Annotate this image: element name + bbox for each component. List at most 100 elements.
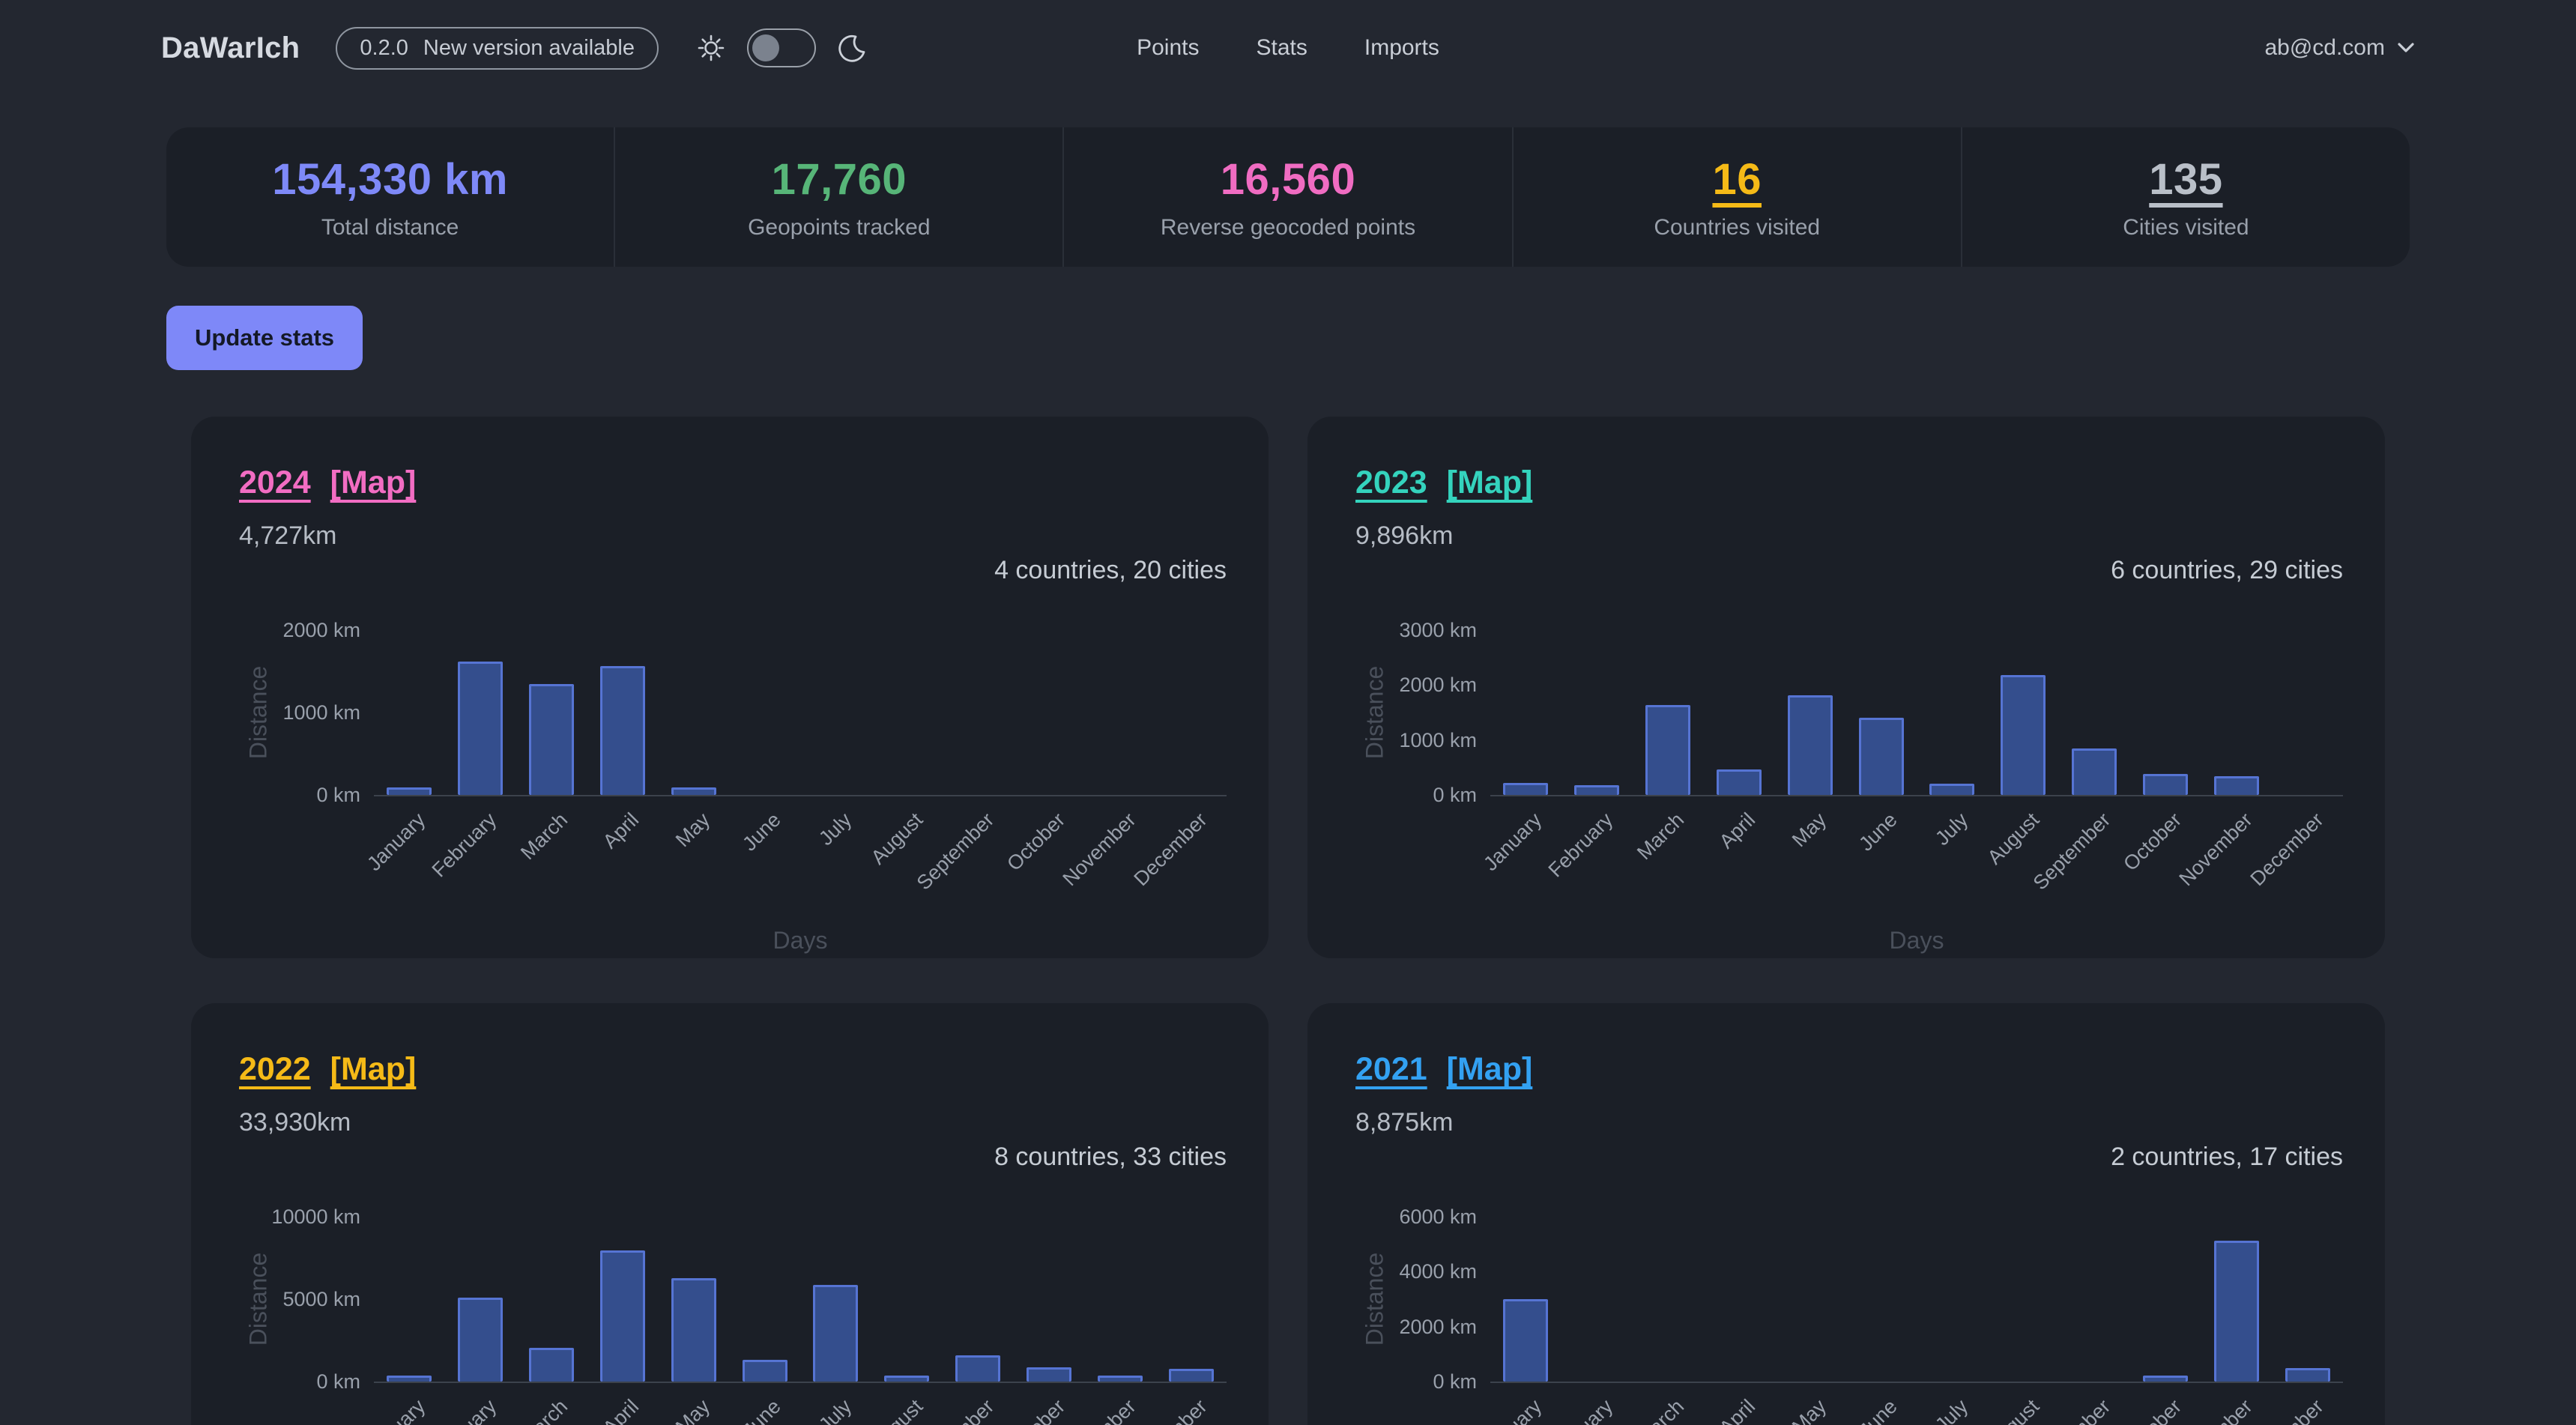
x-tick-label-february: February: [428, 1395, 501, 1425]
update-stats-button[interactable]: Update stats: [166, 306, 363, 370]
bar-march: [1645, 705, 1691, 795]
stat-total-distance-label: Total distance: [321, 214, 459, 240]
stat-cities-visited-link[interactable]: 135: [2149, 154, 2223, 204]
y-tick-label: 0 km: [1433, 784, 1477, 806]
y-tick-label: 4000 km: [1399, 1260, 1477, 1283]
stat-countries-visited-label: Countries visited: [1654, 214, 1821, 240]
x-tick-label-april: April: [1714, 808, 1760, 853]
stat-geopoints-label: Geopoints tracked: [748, 214, 931, 240]
nav-imports[interactable]: Imports: [1364, 35, 1439, 60]
bar-november: [1097, 1376, 1143, 1382]
year-link-2024[interactable]: 2024: [239, 465, 311, 500]
x-tick-label-march: March: [1633, 1395, 1689, 1425]
stat-cities-visited: 135 Cities visited: [1960, 127, 2410, 267]
x-tick-label-july: July: [1931, 1395, 1973, 1425]
version-message: New version available: [423, 35, 635, 60]
stats-panel: 154,330 km Total distance 17,760 Geopoin…: [166, 127, 2410, 267]
main-nav: Points Stats Imports: [1137, 35, 1439, 61]
bar-november: [2213, 776, 2259, 795]
y-tick-label: 2000 km: [1399, 1315, 1477, 1338]
x-tick-label-march: March: [516, 808, 572, 865]
x-tick-label-july: July: [814, 808, 856, 850]
x-tick-label-february: February: [1544, 808, 1618, 882]
x-tick-label-march: March: [1633, 808, 1689, 865]
nav-stats[interactable]: Stats: [1256, 35, 1307, 60]
y-tick-label: 10000 km: [271, 1205, 360, 1228]
y-tick-label: 0 km: [1433, 1370, 1477, 1393]
x-tick-label-january: January: [1479, 1395, 1546, 1425]
year-card-2022: 2022 [Map] 33,930km 8 countries, 33 citi…: [191, 1003, 1269, 1425]
x-tick-label-march: March: [516, 1395, 572, 1425]
bar-april: [1716, 769, 1762, 795]
x-tick-label-april: April: [598, 1395, 644, 1425]
x-tick-label-october: October: [2119, 1395, 2186, 1425]
version-badge[interactable]: 0.2.0 New version available: [336, 26, 659, 70]
bar-may: [671, 1278, 716, 1382]
y-tick-label: 2000 km: [1399, 674, 1477, 697]
sun-icon: [698, 34, 725, 61]
x-tick-label-december: December: [1129, 808, 1212, 891]
x-tick-label-july: July: [814, 1395, 856, 1425]
version-number: 0.2.0: [360, 35, 408, 60]
bar-december: [2285, 1368, 2330, 1382]
bar-october: [2142, 774, 2188, 795]
x-tick-label-april: April: [598, 808, 644, 853]
x-tick-label-july: July: [1931, 808, 1973, 850]
map-link-2022[interactable]: [Map]: [330, 1051, 417, 1087]
year-link-2023[interactable]: 2023: [1355, 465, 1427, 500]
x-tick-label-october: October: [1003, 808, 1070, 876]
bar-march: [529, 1348, 575, 1382]
y-tick-label: 1000 km: [282, 701, 360, 724]
x-tick-label-august: August: [867, 1395, 928, 1425]
bar-may: [1787, 695, 1833, 795]
x-tick-label-may: May: [671, 1395, 714, 1425]
year-summary: 6 countries, 29 cities: [2111, 556, 2343, 584]
bar-august: [2001, 675, 2046, 795]
x-tick-label-april: April: [1714, 1395, 1760, 1425]
year-link-2021[interactable]: 2021: [1355, 1051, 1427, 1087]
app-logo[interactable]: DaWarIch: [161, 31, 300, 64]
year-summary: 2 countries, 17 cities: [2111, 1143, 2343, 1171]
bar-january: [387, 1376, 432, 1382]
x-tick-label-september: September: [2028, 808, 2115, 895]
x-tick-label-may: May: [1787, 1395, 1830, 1425]
stat-countries-visited-link[interactable]: 16: [1712, 154, 1762, 204]
account-email: ab@cd.com: [2264, 35, 2385, 60]
bar-april: [599, 666, 645, 795]
x-tick-label-november: November: [2175, 1395, 2257, 1425]
bar-may: [671, 787, 716, 795]
bar-february: [458, 1297, 504, 1382]
y-tick-label: 6000 km: [1399, 1205, 1477, 1228]
year-link-2022[interactable]: 2022: [239, 1051, 311, 1087]
x-tick-label-august: August: [1983, 808, 2044, 869]
map-link-2024[interactable]: [Map]: [330, 465, 417, 500]
bar-october: [2142, 1375, 2188, 1382]
y-tick-label: 0 km: [316, 1370, 360, 1393]
stat-total-distance-value: 154,330 km: [272, 154, 508, 204]
nav-points[interactable]: Points: [1137, 35, 1200, 60]
year-distance: 9,896km: [1355, 521, 1454, 550]
stat-total-distance: 154,330 km Total distance: [166, 127, 614, 267]
bar-january: [1503, 782, 1549, 795]
x-tick-label-june: June: [738, 808, 785, 856]
map-link-2023[interactable]: [Map]: [1446, 465, 1533, 500]
bar-april: [599, 1250, 645, 1382]
x-tick-label-december: December: [2246, 808, 2328, 891]
x-tick-label-january: January: [363, 808, 430, 876]
map-link-2021[interactable]: [Map]: [1446, 1051, 1533, 1087]
bar-december: [1168, 1368, 1214, 1382]
bar-february: [458, 661, 504, 795]
x-tick-label-november: November: [1058, 808, 1140, 891]
chevron-down-icon: [2398, 43, 2414, 52]
stat-cities-visited-label: Cities visited: [2123, 214, 2249, 240]
theme-toggle[interactable]: [747, 28, 817, 67]
account-menu[interactable]: ab@cd.com: [2264, 35, 2415, 61]
x-tick-label-november: November: [2174, 808, 2257, 891]
bar-june: [742, 1359, 787, 1382]
bar-august: [884, 1376, 930, 1382]
year-cards-grid: 2024 [Map] 4,727km 4 countries, 20 citie…: [0, 417, 2576, 1425]
bar-october: [1026, 1367, 1071, 1382]
y-tick-label: 1000 km: [1399, 728, 1477, 751]
x-axis-line: [1490, 1382, 2343, 1383]
bar-march: [529, 683, 575, 795]
